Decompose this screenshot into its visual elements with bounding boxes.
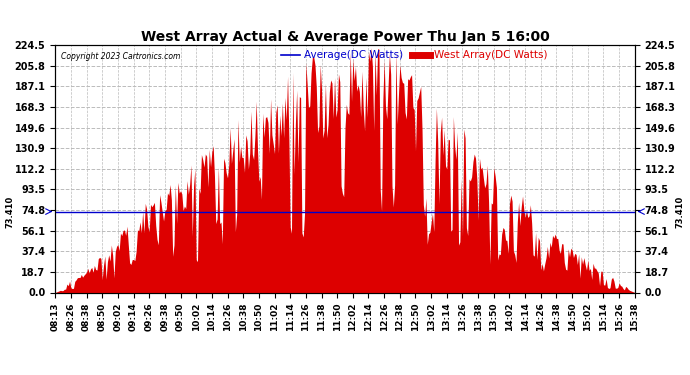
Title: West Array Actual & Average Power Thu Jan 5 16:00: West Array Actual & Average Power Thu Ja… — [141, 30, 549, 44]
Text: Copyright 2023 Cartronics.com: Copyright 2023 Cartronics.com — [61, 53, 180, 62]
Text: 73.410: 73.410 — [6, 195, 14, 228]
Text: 73.410: 73.410 — [676, 195, 684, 228]
Legend: Average(DC Watts), West Array(DC Watts): Average(DC Watts), West Array(DC Watts) — [281, 50, 548, 60]
